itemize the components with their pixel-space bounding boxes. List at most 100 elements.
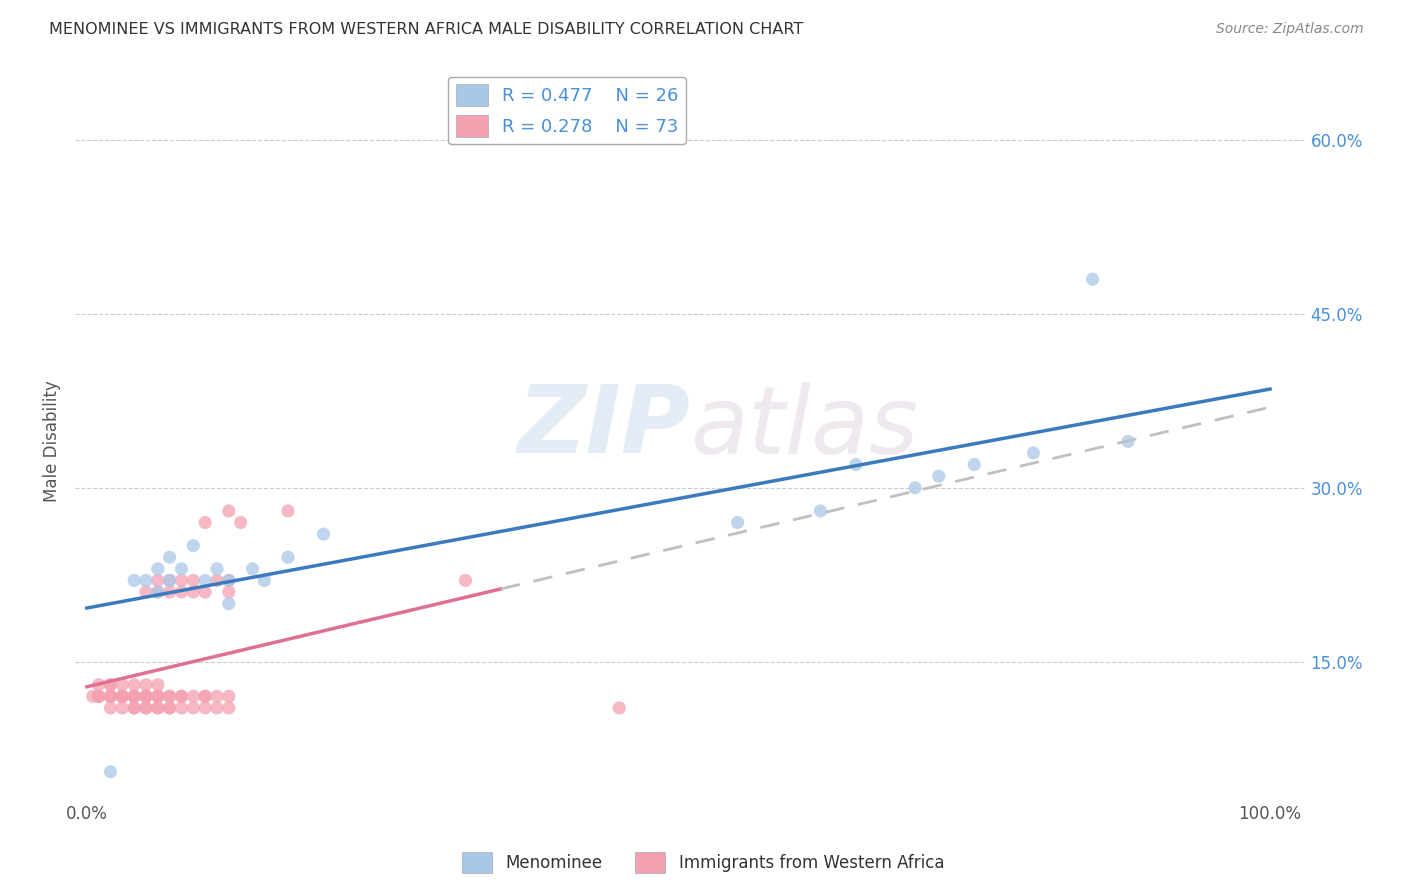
Point [146, 585, 169, 599]
Point [1081, 272, 1104, 286]
Point [194, 516, 217, 530]
Point [1022, 446, 1045, 460]
Point [111, 690, 134, 704]
Point [146, 678, 169, 692]
Point [183, 539, 205, 553]
Text: atlas: atlas [690, 382, 918, 473]
Point [1116, 434, 1139, 449]
Point [170, 574, 193, 588]
Point [135, 701, 157, 715]
Point [218, 585, 240, 599]
Point [135, 585, 157, 599]
Point [277, 504, 299, 518]
Point [205, 562, 228, 576]
Point [194, 585, 217, 599]
Point [218, 701, 240, 715]
Point [218, 597, 240, 611]
Point [607, 701, 630, 715]
Point [122, 678, 145, 692]
Point [122, 701, 145, 715]
Point [111, 690, 134, 704]
Point [159, 574, 181, 588]
Point [135, 574, 157, 588]
Point [122, 701, 145, 715]
Point [82, 690, 104, 704]
Point [183, 574, 205, 588]
Point [146, 701, 169, 715]
Point [100, 690, 122, 704]
Point [111, 690, 134, 704]
Point [205, 701, 228, 715]
Text: Source: ZipAtlas.com: Source: ZipAtlas.com [1216, 22, 1364, 37]
Point [183, 701, 205, 715]
Point [122, 690, 145, 704]
Point [100, 678, 122, 692]
Point [159, 574, 181, 588]
Point [170, 562, 193, 576]
Point [194, 574, 217, 588]
Point [277, 550, 299, 565]
Point [146, 562, 169, 576]
Point [122, 690, 145, 704]
Point [194, 690, 217, 704]
Point [87, 690, 110, 704]
Point [183, 585, 205, 599]
Point [135, 690, 157, 704]
Point [122, 690, 145, 704]
Point [100, 701, 122, 715]
Point [135, 701, 157, 715]
Point [135, 690, 157, 704]
Point [205, 574, 228, 588]
Point [170, 585, 193, 599]
Point [727, 516, 749, 530]
Point [122, 574, 145, 588]
Point [194, 690, 217, 704]
Point [242, 562, 264, 576]
Point [928, 469, 950, 483]
Point [100, 690, 122, 704]
Point [146, 690, 169, 704]
Point [904, 481, 927, 495]
Point [135, 690, 157, 704]
Point [170, 690, 193, 704]
Point [100, 678, 122, 692]
Point [146, 690, 169, 704]
Point [87, 678, 110, 692]
Point [146, 690, 169, 704]
Point [122, 690, 145, 704]
Legend: R = 0.477    N = 26, R = 0.278    N = 73: R = 0.477 N = 26, R = 0.278 N = 73 [449, 77, 686, 145]
Point [159, 701, 181, 715]
Point [146, 574, 169, 588]
Point [253, 574, 276, 588]
Point [159, 550, 181, 565]
Point [963, 458, 986, 472]
Point [111, 690, 134, 704]
Y-axis label: Male Disability: Male Disability [44, 381, 60, 502]
Point [229, 516, 252, 530]
Text: ZIP: ZIP [517, 381, 690, 473]
Point [111, 678, 134, 692]
Point [194, 701, 217, 715]
Point [159, 690, 181, 704]
Point [810, 504, 832, 518]
Point [135, 690, 157, 704]
Point [87, 690, 110, 704]
Point [312, 527, 335, 541]
Point [111, 690, 134, 704]
Point [100, 764, 122, 779]
Text: MENOMINEE VS IMMIGRANTS FROM WESTERN AFRICA MALE DISABILITY CORRELATION CHART: MENOMINEE VS IMMIGRANTS FROM WESTERN AFR… [49, 22, 803, 37]
Point [845, 458, 868, 472]
Point [159, 701, 181, 715]
Point [183, 690, 205, 704]
Point [218, 574, 240, 588]
Point [218, 574, 240, 588]
Point [170, 690, 193, 704]
Point [218, 504, 240, 518]
Point [170, 701, 193, 715]
Point [218, 690, 240, 704]
Point [159, 690, 181, 704]
Point [454, 574, 477, 588]
Point [100, 690, 122, 704]
Point [87, 690, 110, 704]
Point [159, 585, 181, 599]
